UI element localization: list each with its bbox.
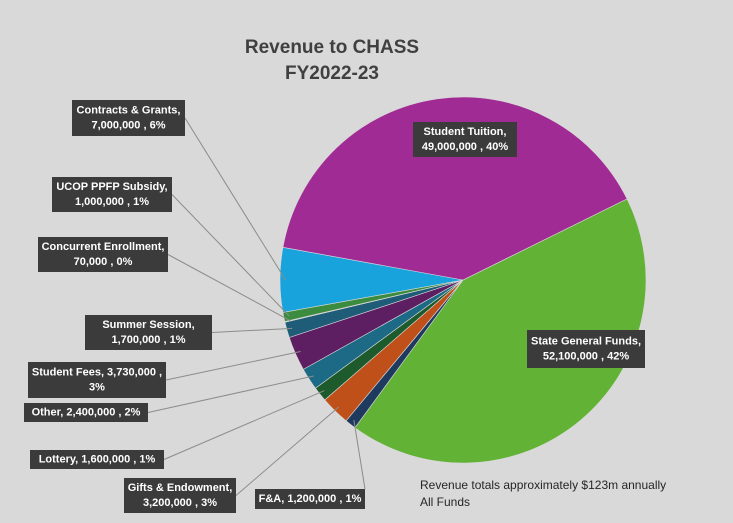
data-label-line: Gifts & Endowment,: [128, 482, 233, 494]
data-label: Student Tuition, 49,000,000 , 40%: [422, 126, 508, 153]
data-label: Lottery, 1,600,000 , 1%: [39, 453, 156, 465]
chart-subtitle: FY2022-23: [285, 63, 379, 84]
leader-line: [353, 419, 366, 490]
data-label-line: Other, 2,400,000 , 2%: [32, 406, 141, 418]
data-label-line: UCOP PPFP Subsidy,: [56, 181, 167, 193]
data-label: Summer Session, 1,700,000 , 1%: [102, 319, 194, 346]
data-label-box: [30, 450, 164, 469]
data-label-box: [527, 330, 645, 368]
data-label-line: 70,000 , 0%: [74, 256, 133, 268]
data-label-box: [24, 403, 148, 422]
data-label-box: [413, 122, 517, 157]
data-label-line: 3,200,000 , 3%: [143, 497, 217, 509]
pie-slice: [282, 96, 628, 281]
annotation: Revenue totals approximately $123m annua…: [420, 478, 666, 492]
data-label-line: Student Tuition,: [424, 126, 507, 138]
data-label: F&A, 1,200,000 , 1%: [259, 493, 362, 505]
data-label: Student Fees, 3,730,000 , 3%: [32, 366, 162, 393]
data-label-line: Lottery, 1,600,000 , 1%: [39, 453, 156, 465]
data-label-box: [85, 315, 212, 350]
data-label-line: 49,000,000 , 40%: [422, 141, 508, 153]
data-label-line: 7,000,000 , 6%: [91, 119, 165, 131]
data-label-box: [52, 177, 172, 212]
leader-line: [147, 375, 314, 413]
data-label: Gifts & Endowment, 3,200,000 , 3%: [128, 482, 233, 509]
data-label-box: [124, 478, 236, 513]
data-label: Other, 2,400,000 , 2%: [32, 406, 141, 418]
data-label-box: [72, 100, 185, 136]
data-label-box: [28, 362, 166, 398]
data-label-line: F&A, 1,200,000 , 1%: [259, 493, 362, 505]
leader-line: [165, 351, 301, 381]
data-label: State General Funds, 52,100,000 , 42%: [531, 335, 641, 362]
data-label-line: Concurrent Enrollment,: [42, 241, 165, 253]
data-label-line: 1,000,000 , 1%: [75, 196, 149, 208]
leader-line: [235, 406, 340, 496]
pie-slice: [354, 198, 647, 464]
leader-line: [163, 390, 325, 460]
data-label-box: [38, 237, 168, 272]
annotation: All Funds: [420, 495, 470, 509]
data-label-line: 52,100,000 , 42%: [543, 350, 629, 362]
leader-line: [184, 117, 286, 281]
data-label-line: 3%: [89, 381, 105, 393]
data-label: Concurrent Enrollment, 70,000 , 0%: [42, 241, 165, 268]
data-label-line: 1,700,000 , 1%: [111, 334, 185, 346]
data-label: Contracts & Grants, 7,000,000 , 6%: [77, 104, 181, 131]
leader-line: [211, 327, 293, 333]
chart-title: Revenue to CHASS: [245, 37, 419, 58]
data-label: UCOP PPFP Subsidy, 1,000,000 , 1%: [56, 181, 167, 208]
leader-line: [171, 194, 290, 317]
data-label-line: State General Funds,: [531, 335, 641, 347]
data-label-line: Contracts & Grants,: [77, 104, 181, 116]
data-label-line: Summer Session,: [102, 319, 194, 331]
leader-line: [167, 254, 291, 322]
data-label-line: Student Fees, 3,730,000 ,: [32, 366, 162, 378]
data-label-box: [255, 489, 365, 509]
